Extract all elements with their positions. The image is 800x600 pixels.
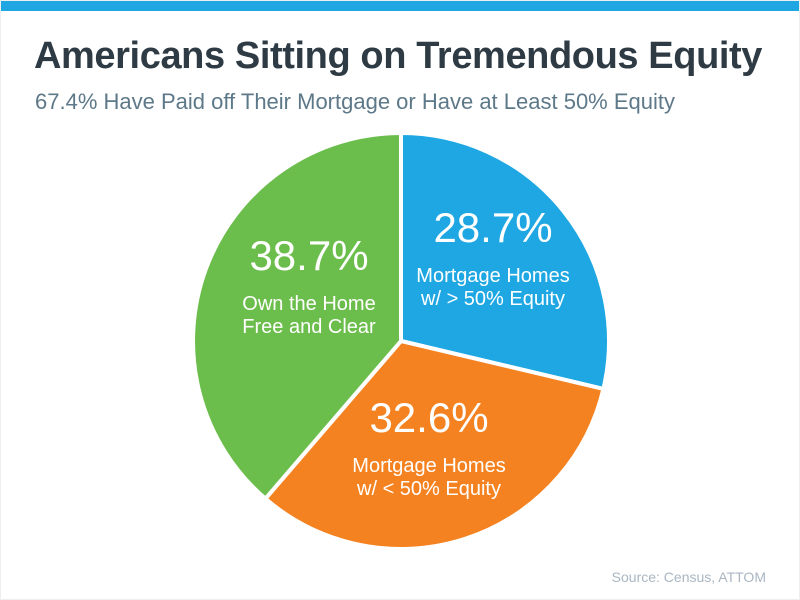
source-credit: Source: Census, ATTOM <box>611 569 766 585</box>
page-subtitle: 67.4% Have Paid off Their Mortgage or Ha… <box>35 89 675 114</box>
page-title: Americans Sitting on Tremendous Equity <box>34 35 763 77</box>
pie-slice-free-and-clear <box>191 131 403 501</box>
pie-slice-mortgage-gt50 <box>399 131 611 391</box>
pie-slice-mortgage-lt50 <box>263 339 606 551</box>
top-accent-bar <box>1 1 799 11</box>
